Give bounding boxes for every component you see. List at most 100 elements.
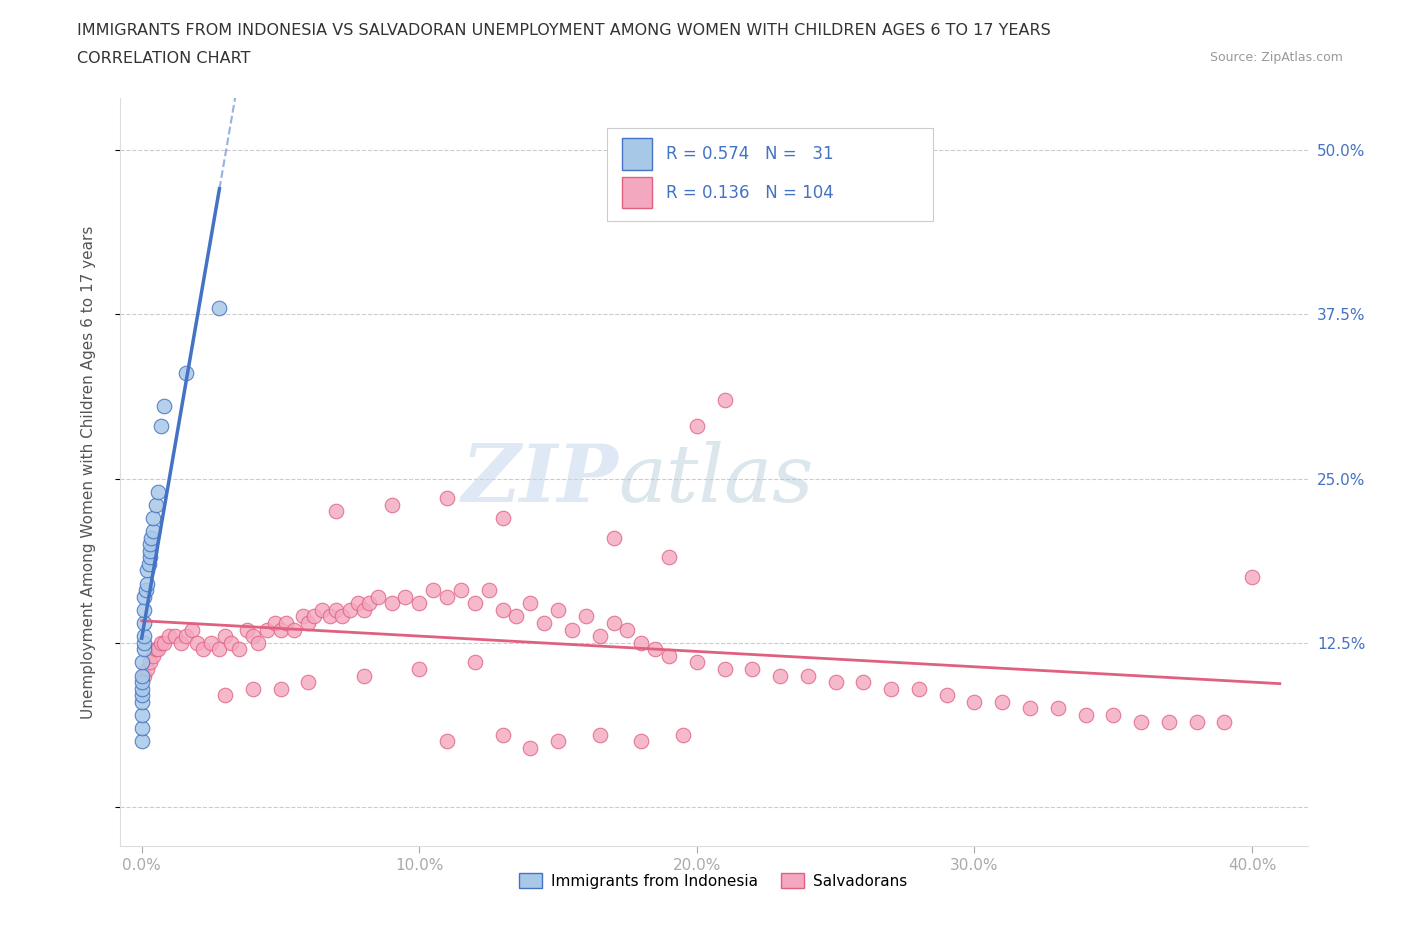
Point	[297, 674, 319, 689]
Point	[145, 642, 167, 657]
Point	[134, 635, 156, 650]
Point	[630, 734, 652, 749]
Point	[159, 629, 181, 644]
Point	[491, 727, 513, 742]
Legend: Immigrants from Indonesia, Salvadorans: Immigrants from Indonesia, Salvadorans	[513, 867, 914, 895]
Point	[547, 603, 569, 618]
Point	[148, 642, 170, 657]
Point	[1074, 708, 1097, 723]
Point	[145, 498, 167, 512]
Point	[302, 609, 325, 624]
Point	[908, 682, 931, 697]
Point	[1241, 569, 1264, 584]
Point	[150, 418, 173, 433]
Point	[991, 695, 1014, 710]
Point	[347, 596, 370, 611]
Text: atlas: atlas	[619, 441, 814, 518]
Point	[135, 583, 157, 598]
Text: CORRELATION CHART: CORRELATION CHART	[77, 51, 250, 66]
Point	[630, 635, 652, 650]
Point	[138, 556, 160, 571]
Point	[136, 577, 159, 591]
Point	[191, 642, 214, 657]
Point	[325, 504, 347, 519]
Point	[256, 622, 278, 637]
Point	[880, 682, 903, 697]
Point	[242, 682, 264, 697]
Point	[519, 740, 541, 755]
Point	[1019, 701, 1042, 716]
Point	[464, 655, 486, 670]
Point	[769, 668, 792, 683]
Point	[134, 668, 156, 683]
Point	[589, 629, 612, 644]
Point	[180, 622, 202, 637]
Point	[153, 635, 176, 650]
Point	[228, 642, 250, 657]
Point	[380, 498, 402, 512]
Y-axis label: Unemployment Among Women with Children Ages 6 to 17 years: Unemployment Among Women with Children A…	[82, 225, 96, 719]
Point	[214, 688, 236, 703]
Point	[131, 682, 153, 697]
Point	[174, 629, 197, 644]
Point	[131, 695, 153, 710]
Point	[142, 511, 165, 525]
Point	[274, 616, 297, 631]
Point	[713, 392, 735, 407]
Point	[533, 616, 555, 631]
Point	[686, 418, 709, 433]
Point	[408, 596, 430, 611]
Point	[136, 661, 159, 676]
Point	[658, 648, 681, 663]
Point	[325, 603, 347, 618]
Point	[150, 635, 173, 650]
Point	[519, 596, 541, 611]
Text: IMMIGRANTS FROM INDONESIA VS SALVADORAN UNEMPLOYMENT AMONG WOMEN WITH CHILDREN A: IMMIGRANTS FROM INDONESIA VS SALVADORAN …	[77, 23, 1052, 38]
Point	[547, 734, 569, 749]
Point	[208, 642, 231, 657]
Point	[142, 524, 165, 538]
Point	[672, 727, 695, 742]
Point	[139, 537, 162, 551]
Point	[505, 609, 527, 624]
Point	[935, 688, 957, 703]
Point	[236, 622, 259, 637]
Point	[141, 530, 163, 545]
Point	[478, 583, 501, 598]
Point	[436, 590, 458, 604]
Point	[491, 511, 513, 525]
Point	[134, 629, 156, 644]
Point	[824, 674, 846, 689]
Point	[408, 661, 430, 676]
Point	[131, 708, 153, 723]
Point	[713, 661, 735, 676]
Point	[741, 661, 763, 676]
Point	[644, 642, 666, 657]
Point	[139, 655, 162, 670]
Point	[394, 590, 416, 604]
Text: R = 0.574   N =   31: R = 0.574 N = 31	[666, 145, 834, 163]
Point	[311, 603, 333, 618]
Point	[131, 668, 153, 683]
Point	[380, 596, 402, 611]
Point	[450, 583, 472, 598]
Point	[219, 635, 242, 650]
Point	[1213, 714, 1236, 729]
Point	[264, 616, 287, 631]
Point	[686, 655, 709, 670]
Point	[589, 727, 612, 742]
Point	[297, 616, 319, 631]
Text: Source: ZipAtlas.com: Source: ZipAtlas.com	[1209, 51, 1343, 64]
Point	[242, 629, 264, 644]
Text: ZIP: ZIP	[461, 441, 619, 518]
Point	[131, 721, 153, 736]
Point	[131, 734, 153, 749]
Point	[436, 491, 458, 506]
Point	[561, 622, 583, 637]
Point	[852, 674, 875, 689]
Point	[353, 668, 375, 683]
Point	[153, 399, 176, 414]
Point	[464, 596, 486, 611]
Point	[963, 695, 986, 710]
Point	[422, 583, 444, 598]
